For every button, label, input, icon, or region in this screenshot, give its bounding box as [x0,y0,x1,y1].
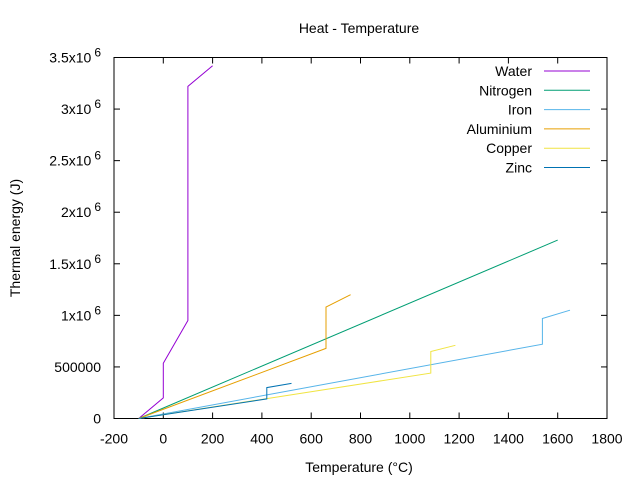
y-tick-label: 500000 [54,359,101,375]
y-tick-label-base: 1.5x10 [49,256,91,272]
legend: Water Nitrogen Iron Aluminium Copper Zinc [467,63,590,176]
y-tick-label-base: 3.5x10 [49,50,91,66]
legend-label-nitrogen: Nitrogen [479,82,532,98]
y-tick-label-base: 2.5x10 [49,153,91,169]
y-tick-label-base: 500000 [54,359,101,375]
y-tick-label-exponent: 6 [94,200,101,214]
series-line-aluminium [138,294,351,419]
chart-title: Heat - Temperature [299,20,420,36]
x-tick-label: 1400 [493,431,524,447]
legend-label-zinc: Zinc [506,160,532,176]
x-tick-label: -200 [100,431,128,447]
series-line-zinc [138,382,292,419]
x-tick-label: 800 [349,431,373,447]
y-tick-label-exponent: 6 [94,252,101,266]
series-line-copper [138,344,456,419]
y-tick-label-exponent: 6 [94,149,101,163]
x-tick-label: 0 [159,431,167,447]
y-tick-label-exponent: 6 [94,97,101,111]
x-tick-label: 600 [300,431,324,447]
x-tick-label: 1800 [591,431,622,447]
y-tick-label-exponent: 6 [94,46,101,60]
x-tick-label: 1200 [444,431,475,447]
series-line-water [138,65,213,419]
y-axis-label: Thermal energy (J) [7,179,23,297]
legend-label-copper: Copper [486,140,532,156]
x-tick-label: 200 [201,431,225,447]
legend-label-water: Water [495,63,532,79]
x-tick-label: 1000 [394,431,425,447]
x-tick-label: 400 [250,431,274,447]
x-tick-label: 1600 [542,431,573,447]
y-tick-label: 3.5x10 6 [49,46,101,66]
y-tick-label: 1.5x10 6 [49,252,101,272]
legend-label-iron: Iron [508,102,532,118]
series-lines [138,65,571,419]
y-tick-label-exponent: 6 [94,303,101,317]
y-tick-label-base: 3x10 [61,101,92,117]
y-tick-label: 0 [93,411,101,427]
series-line-iron [138,309,571,419]
y-tick-label-base: 1x10 [61,307,92,323]
y-tick-label-base: 2x10 [61,204,92,220]
y-tick-label: 1x10 6 [61,303,101,323]
x-axis-label: Temperature (°C) [305,459,413,475]
series-line-nitrogen [138,239,558,419]
x-axis: -200 0 200 400 600 800 1000 1200 1400 1600 1800 [100,57,623,447]
y-tick-label: 3x10 6 [61,97,101,117]
y-tick-label-base: 0 [93,411,101,427]
legend-label-aluminium: Aluminium [467,121,532,137]
y-tick-label: 2x10 6 [61,200,101,220]
y-tick-label: 2.5x10 6 [49,149,101,169]
